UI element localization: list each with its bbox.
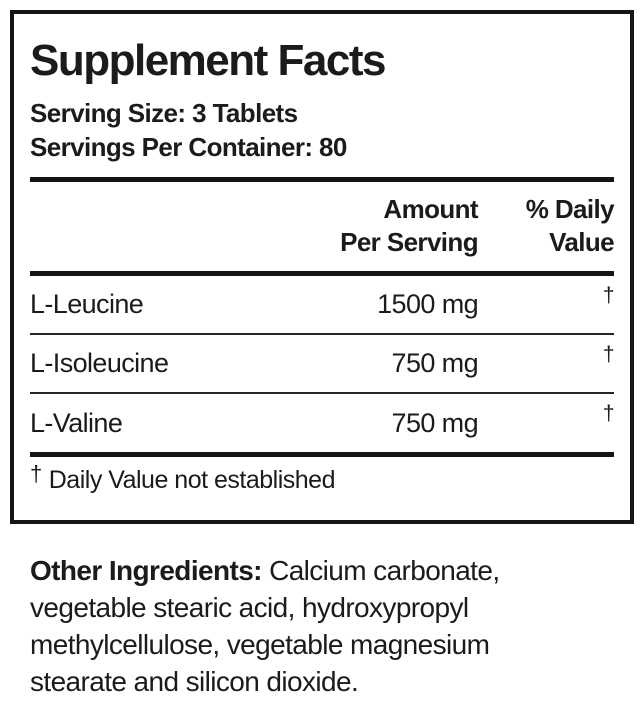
dagger-icon: † [602, 343, 615, 366]
table-row: L-Leucine 1500 mg † [30, 276, 615, 335]
ingredient-amount: 750 mg [391, 407, 479, 438]
column-header-daily-value: % Daily Value [478, 193, 615, 259]
divider-thick-above-footnote [30, 452, 614, 457]
other-ingredients-paragraph: Other Ingredients: Calcium carbonate, ve… [30, 552, 616, 700]
dagger-icon: † [602, 402, 615, 425]
table-header-row: Amount Per Serving % Daily Value [30, 182, 615, 271]
servings-per-container: Servings Per Container: 80 [30, 132, 347, 162]
dagger-icon: † [602, 284, 615, 307]
ingredient-amount: 750 mg [391, 348, 479, 378]
ingredient-amount: 1500 mg [377, 289, 478, 319]
other-ingredients-line1-rest: Calcium carbonate, [261, 555, 500, 586]
column-header-amount-line1: Amount [383, 194, 478, 224]
other-ingredients-line2: vegetable stearic acid, hydroxypropyl [30, 592, 469, 623]
ingredient-daily-value: † [478, 394, 615, 425]
dagger-icon: † [30, 461, 42, 486]
other-ingredients-line1: Other Ingredients: Calcium carbonate, [30, 552, 616, 589]
footnote-text: Daily Value not established [48, 466, 336, 494]
serving-size: Serving Size: 3 Tablets [30, 98, 298, 128]
other-ingredients-line3: methylcellulose, vegetable magnesium [30, 629, 490, 660]
column-header-amount-line2: Per Serving [340, 227, 479, 257]
panel-title: Supplement Facts [30, 36, 386, 85]
column-header-dv-line1: % Daily [525, 194, 615, 224]
ingredient-name: L-Leucine [30, 289, 144, 319]
table-row: L-Isoleucine 750 mg † [30, 335, 615, 394]
footnote: † Daily Value not established [30, 457, 614, 495]
other-ingredients-label: Other Ingredients: [30, 555, 262, 586]
divider-thick-under-header [30, 271, 614, 276]
ingredient-name: L-Valine [30, 407, 123, 438]
supplement-facts-panel: Supplement Facts Serving Size: 3 Tablets… [10, 10, 634, 524]
ingredient-daily-value: † [478, 335, 615, 366]
other-ingredients-line4: stearate and silicon dioxide. [30, 666, 359, 697]
ingredient-name: L-Isoleucine [30, 348, 169, 378]
column-header-dv-line2: Value [549, 227, 615, 257]
divider-thick-top [30, 177, 614, 182]
table-row: L-Valine 750 mg † [30, 394, 615, 452]
column-header-amount: Amount Per Serving [340, 193, 479, 259]
ingredient-daily-value: † [478, 276, 615, 307]
serving-info: Serving Size: 3 Tablets Servings Per Con… [30, 96, 614, 164]
